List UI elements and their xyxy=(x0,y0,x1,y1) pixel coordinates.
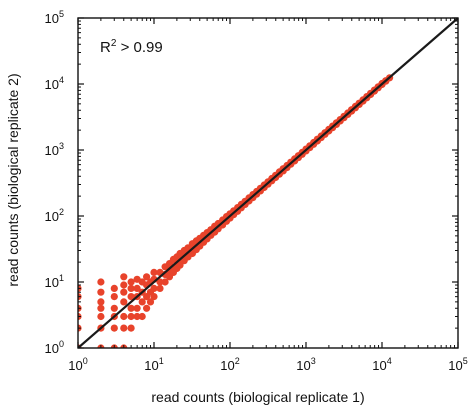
data-point xyxy=(156,284,164,292)
data-point xyxy=(127,304,135,312)
data-point xyxy=(120,273,128,281)
x-axis-label: read counts (biological replicate 1) xyxy=(151,389,364,405)
y-axis-label: read counts (biological replicate 2) xyxy=(5,73,21,286)
data-point xyxy=(120,298,128,306)
data-point xyxy=(110,304,118,312)
data-point xyxy=(120,324,128,332)
data-point xyxy=(146,298,155,306)
tick-base: 10 xyxy=(68,358,82,373)
annotation-suffix: > 0.99 xyxy=(116,39,162,56)
tick-exponent: 4 xyxy=(59,75,64,85)
y-tick-label: 103 xyxy=(45,141,64,158)
reference-line-group xyxy=(78,18,458,348)
data-point xyxy=(120,312,128,321)
tick-base: 10 xyxy=(45,275,59,290)
x-tick-label: 105 xyxy=(448,356,467,373)
x-tick-label: 103 xyxy=(296,356,315,373)
tick-base: 10 xyxy=(144,358,158,373)
data-point xyxy=(120,281,128,289)
annotation-superscript: 2 xyxy=(111,38,117,49)
data-point xyxy=(150,268,158,276)
tick-base: 10 xyxy=(45,209,59,224)
data-point xyxy=(120,288,128,296)
data-point xyxy=(110,284,118,292)
y-tick-label: 102 xyxy=(45,207,64,224)
data-point xyxy=(110,324,118,332)
data-point xyxy=(97,288,105,296)
y-tick-label: 105 xyxy=(45,9,64,26)
tick-exponent: 0 xyxy=(59,339,64,349)
tick-exponent: 1 xyxy=(159,356,164,366)
tick-base: 10 xyxy=(45,341,59,356)
data-point xyxy=(127,284,135,292)
x-tick-label: 102 xyxy=(220,356,239,373)
plot-frame xyxy=(77,17,459,349)
tick-base: 10 xyxy=(448,358,462,373)
y-tick-label: 104 xyxy=(45,75,64,92)
y-tick-label: 101 xyxy=(45,273,64,290)
reference-line xyxy=(78,18,458,348)
data-point xyxy=(110,293,118,301)
data-point xyxy=(150,293,158,301)
tick-exponent: 2 xyxy=(59,207,64,217)
data-point xyxy=(176,261,184,269)
data-point xyxy=(127,293,135,301)
data-point xyxy=(97,278,105,286)
data-point xyxy=(97,304,105,312)
data-point xyxy=(133,284,141,292)
tick-base: 10 xyxy=(45,11,59,26)
tick-exponent: 2 xyxy=(235,356,240,366)
tick-exponent: 4 xyxy=(387,356,392,366)
tick-base: 10 xyxy=(220,358,234,373)
data-point xyxy=(143,273,151,281)
x-tick-label: 101 xyxy=(144,356,163,373)
data-point xyxy=(97,298,105,306)
tick-base: 10 xyxy=(45,143,59,158)
data-point xyxy=(143,304,151,312)
x-tick-label: 100 xyxy=(68,356,87,373)
tick-exponent: 1 xyxy=(59,273,64,283)
tick-exponent: 3 xyxy=(59,141,64,151)
tick-exponent: 5 xyxy=(59,9,64,19)
tick-base: 10 xyxy=(296,358,310,373)
data-point xyxy=(161,278,169,286)
annotation-prefix: R xyxy=(100,39,111,56)
tick-exponent: 3 xyxy=(311,356,316,366)
data-point xyxy=(133,304,141,312)
data-point xyxy=(127,312,135,321)
r-squared-annotation: R2 > 0.99 xyxy=(100,38,163,56)
data-point xyxy=(133,312,141,321)
data-point xyxy=(138,298,146,306)
data-point xyxy=(138,312,146,321)
data-point xyxy=(127,278,135,286)
tick-base: 10 xyxy=(45,77,59,92)
tick-base: 10 xyxy=(372,358,386,373)
x-tick-label: 104 xyxy=(372,356,391,373)
data-point xyxy=(150,284,158,292)
data-point xyxy=(97,312,105,321)
y-tick-label: 100 xyxy=(45,339,64,356)
tick-exponent: 5 xyxy=(463,356,468,366)
data-point xyxy=(156,278,164,286)
data-point xyxy=(127,324,135,332)
tick-exponent: 0 xyxy=(83,356,88,366)
